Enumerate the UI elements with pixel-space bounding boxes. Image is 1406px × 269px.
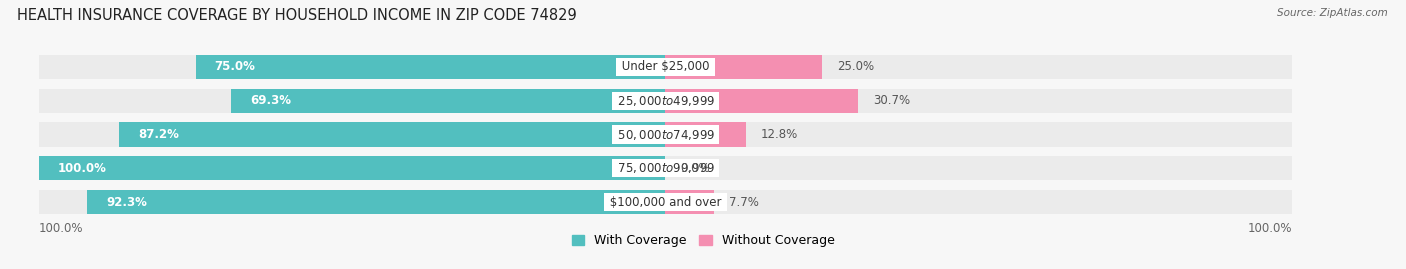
Text: $100,000 and over: $100,000 and over bbox=[606, 196, 725, 208]
Text: 100.0%: 100.0% bbox=[1247, 222, 1292, 235]
Text: 100.0%: 100.0% bbox=[39, 222, 83, 235]
Bar bbox=[120, 122, 665, 147]
Bar bbox=[39, 122, 1292, 147]
Bar bbox=[665, 190, 714, 214]
Text: Source: ZipAtlas.com: Source: ZipAtlas.com bbox=[1277, 8, 1388, 18]
Bar bbox=[665, 89, 858, 113]
Bar bbox=[195, 55, 665, 79]
Text: 30.7%: 30.7% bbox=[873, 94, 910, 107]
Bar bbox=[665, 55, 823, 79]
Text: 75.0%: 75.0% bbox=[215, 61, 256, 73]
Text: Under $25,000: Under $25,000 bbox=[617, 61, 713, 73]
Bar bbox=[39, 55, 1292, 79]
Text: 25.0%: 25.0% bbox=[837, 61, 875, 73]
Legend: With Coverage, Without Coverage: With Coverage, Without Coverage bbox=[567, 229, 839, 252]
Text: $25,000 to $49,999: $25,000 to $49,999 bbox=[614, 94, 717, 108]
Text: $50,000 to $74,999: $50,000 to $74,999 bbox=[614, 128, 717, 141]
Bar bbox=[665, 122, 745, 147]
Text: 69.3%: 69.3% bbox=[250, 94, 291, 107]
Text: 0.0%: 0.0% bbox=[681, 162, 710, 175]
Text: 100.0%: 100.0% bbox=[58, 162, 107, 175]
Text: HEALTH INSURANCE COVERAGE BY HOUSEHOLD INCOME IN ZIP CODE 74829: HEALTH INSURANCE COVERAGE BY HOUSEHOLD I… bbox=[17, 8, 576, 23]
Text: 7.7%: 7.7% bbox=[728, 196, 759, 208]
Bar bbox=[39, 156, 665, 180]
Bar bbox=[39, 89, 1292, 113]
Bar bbox=[39, 190, 1292, 214]
Bar bbox=[232, 89, 665, 113]
Text: 87.2%: 87.2% bbox=[138, 128, 179, 141]
Bar bbox=[87, 190, 665, 214]
Text: 92.3%: 92.3% bbox=[105, 196, 148, 208]
Text: 12.8%: 12.8% bbox=[761, 128, 797, 141]
Bar bbox=[39, 156, 1292, 180]
Text: $75,000 to $99,999: $75,000 to $99,999 bbox=[614, 161, 717, 175]
